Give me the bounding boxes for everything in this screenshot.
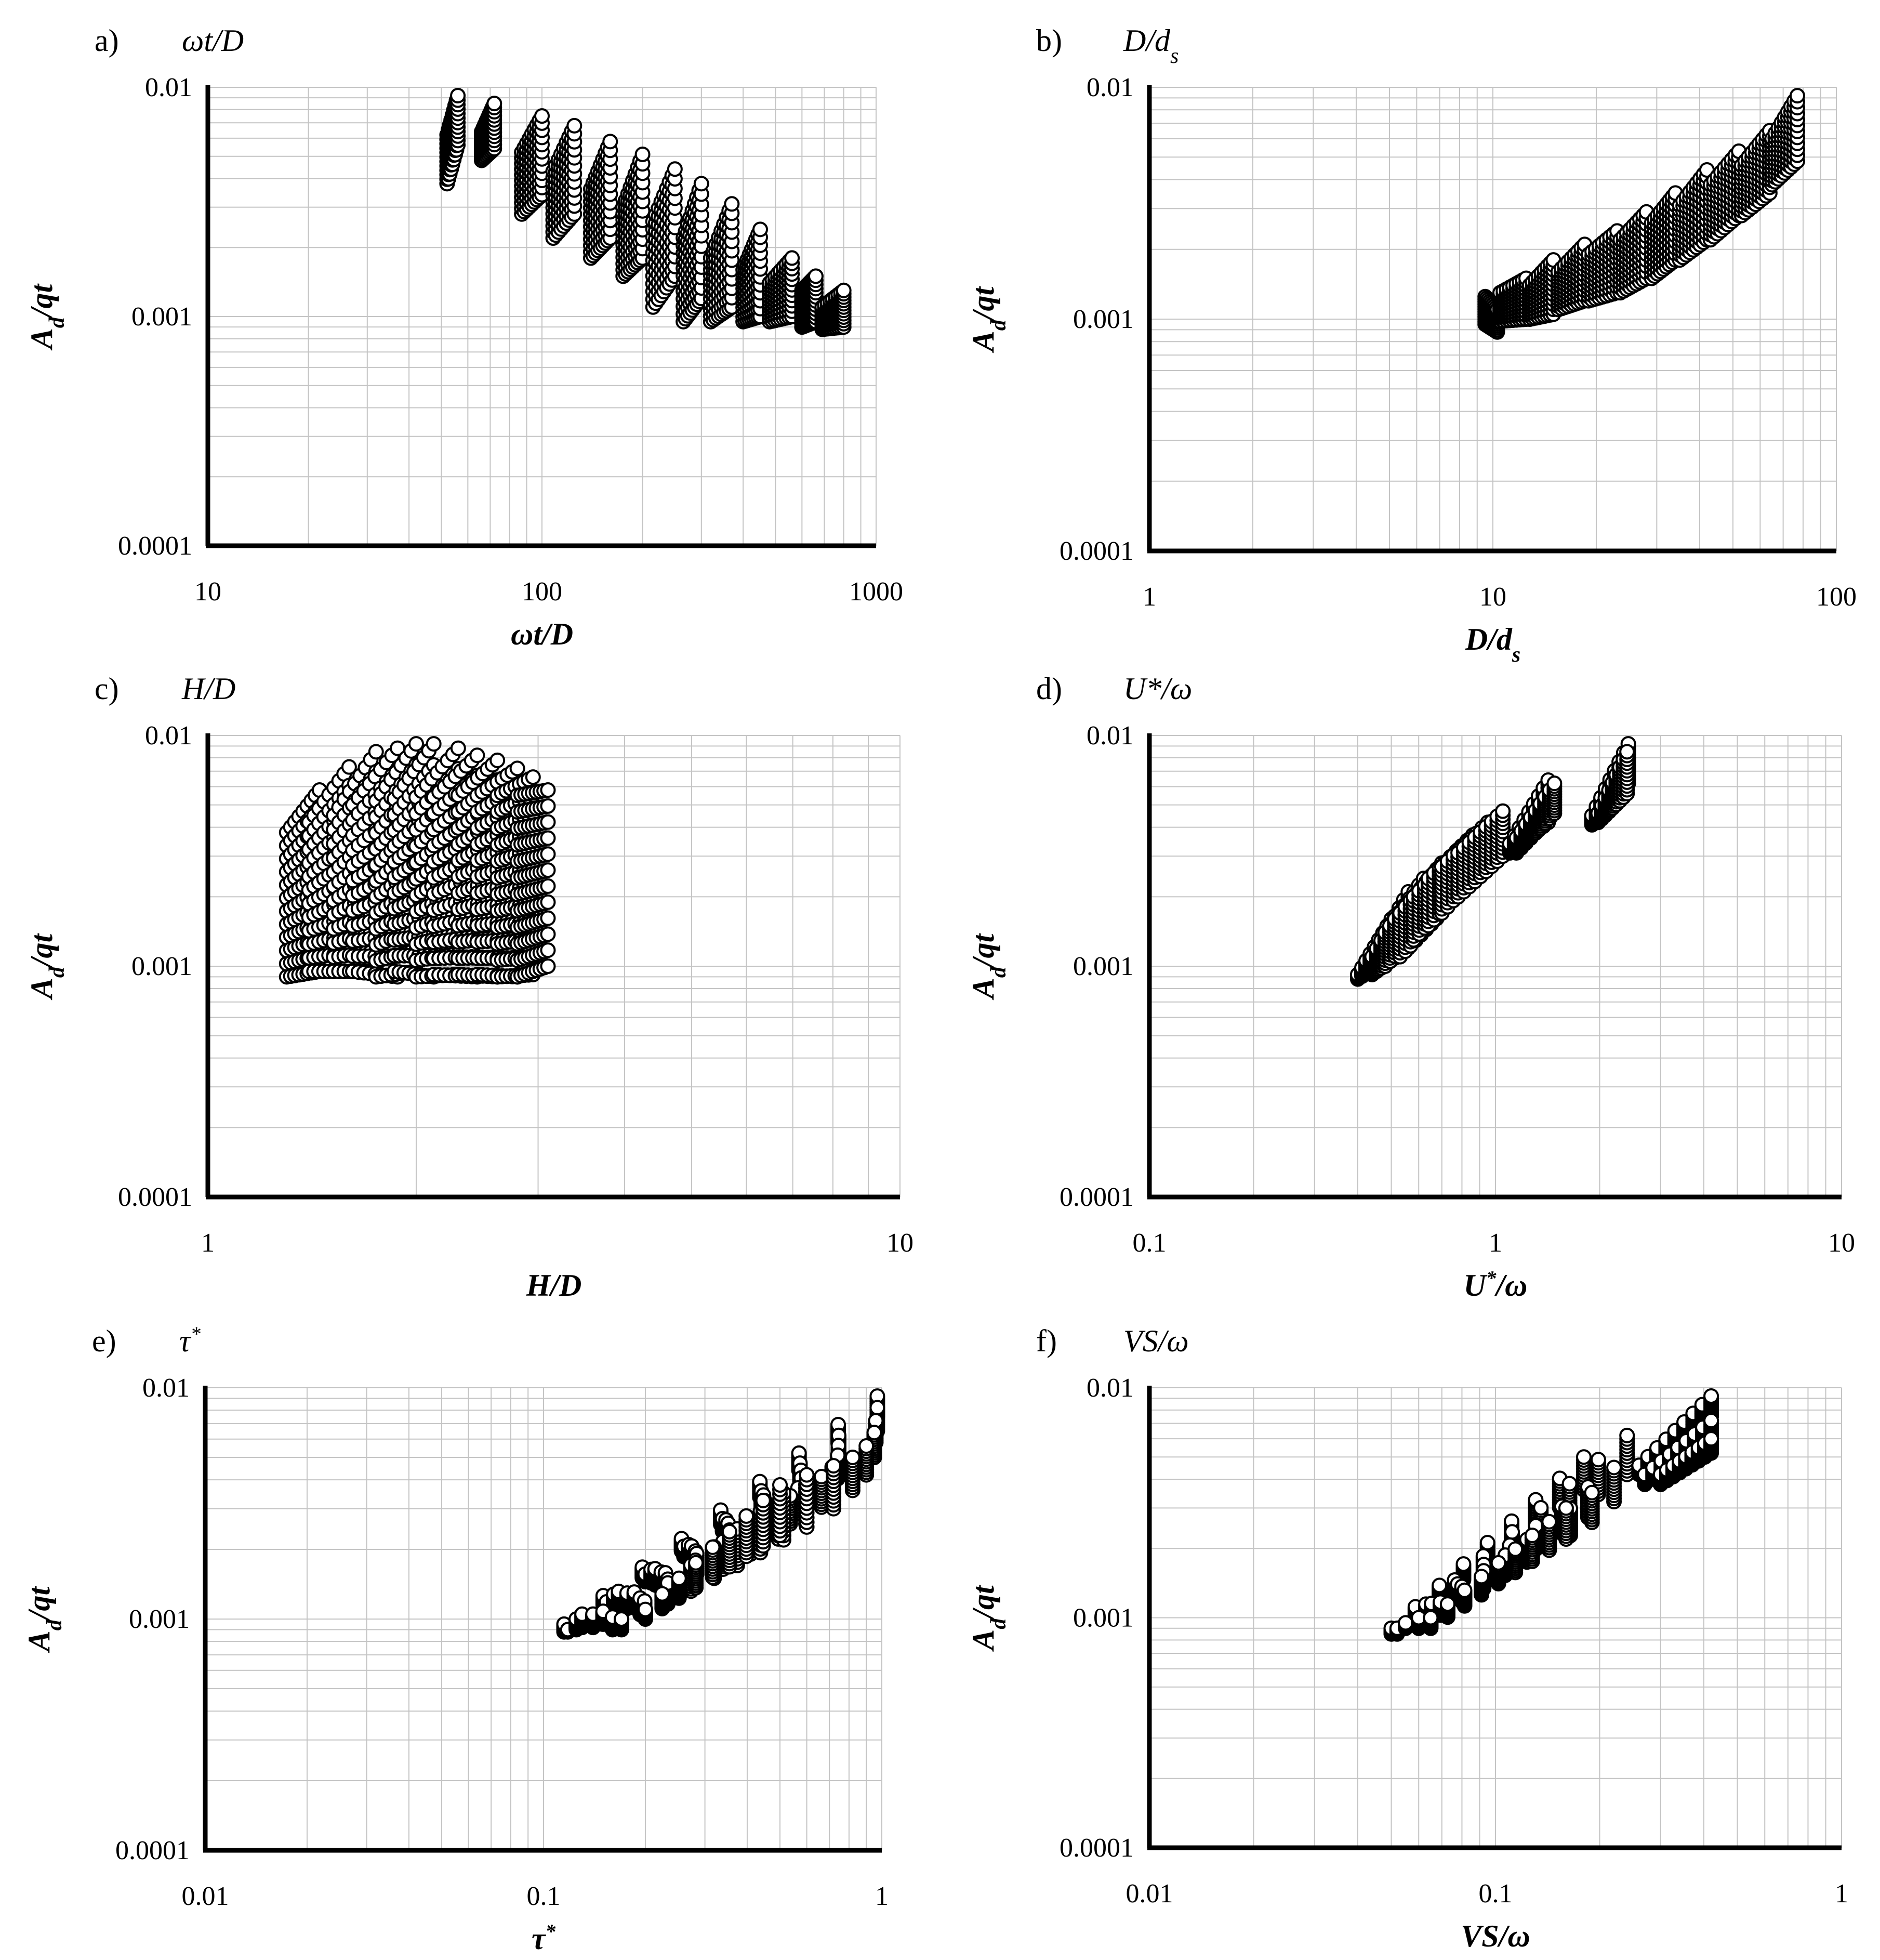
data-point xyxy=(368,744,384,760)
y-tick-label: 0.0001 xyxy=(118,1182,192,1212)
data-point xyxy=(540,958,556,974)
y-tick-label: 0.01 xyxy=(145,73,192,102)
y-tick-label: 0.01 xyxy=(145,721,192,751)
panel-c: 1 10 0.0001 0.001 0.01 c) H/D H/D Ad/qt xyxy=(24,672,913,1303)
data-point xyxy=(634,146,651,162)
data-point xyxy=(667,161,683,177)
data-point xyxy=(836,282,852,298)
x-tick-label: 10 xyxy=(1479,582,1506,612)
data-point xyxy=(489,752,506,768)
gridlines xyxy=(1149,735,1842,1197)
x-tick-label: 100 xyxy=(1816,582,1857,612)
data-point xyxy=(534,108,550,124)
data-point xyxy=(540,862,556,878)
x-tick-label: 1 xyxy=(1143,582,1156,612)
x-axis-title: D/ds xyxy=(1465,622,1520,667)
panel-letter: a) xyxy=(95,23,119,58)
data-point xyxy=(540,942,556,958)
data-point xyxy=(408,736,424,752)
data-point xyxy=(486,96,502,112)
y-tick-label: 0.001 xyxy=(131,952,192,981)
panel-a: 10 100 1000 0.0001 0.001 0.01 a) ωt/D ωt/D Ad/qt xyxy=(24,23,903,651)
y-tick-label: 0.01 xyxy=(1087,73,1134,102)
panel-letter: b) xyxy=(1036,23,1062,58)
data-point xyxy=(566,117,582,134)
y-tick-label: 0.001 xyxy=(1073,305,1134,334)
data-point xyxy=(540,846,556,862)
data-point xyxy=(509,760,525,777)
data-point xyxy=(450,740,466,756)
data-point xyxy=(540,814,556,830)
panel-b: 1 10 100 0.0001 0.001 0.01 b) D/ds D/ds Ad/qt xyxy=(966,23,1857,667)
data-point xyxy=(469,747,485,764)
data-points xyxy=(279,736,556,985)
data-point xyxy=(540,894,556,910)
data-points xyxy=(1349,736,1636,987)
data-point xyxy=(602,134,618,150)
data-point xyxy=(540,782,556,798)
y-axis-title: Ad/qt xyxy=(966,285,1011,353)
data-point xyxy=(807,268,824,284)
panel-title: D/ds xyxy=(1123,23,1179,68)
y-tick-label: 0.001 xyxy=(131,302,192,332)
panel-title: ωt/D xyxy=(182,23,244,58)
x-tick-label: 10 xyxy=(886,1228,913,1258)
y-axis-title: Ad/qt xyxy=(24,932,69,1001)
data-point xyxy=(1495,803,1511,819)
data-point xyxy=(540,878,556,894)
y-axis-title: Ad/qt xyxy=(24,283,69,351)
data-point xyxy=(724,196,740,212)
data-points xyxy=(1477,88,1805,340)
data-point xyxy=(540,830,556,846)
data-point xyxy=(1789,88,1805,104)
x-axis-title: H/D xyxy=(526,1268,582,1303)
data-point xyxy=(540,926,556,942)
data-point xyxy=(450,87,466,103)
data-point xyxy=(752,221,769,238)
y-tick-label: 0.0001 xyxy=(1060,536,1134,566)
y-tick-label: 0.0001 xyxy=(118,531,192,561)
data-point xyxy=(784,250,800,266)
panel-title: H/D xyxy=(181,672,235,706)
x-tick-label: 1000 xyxy=(849,577,903,607)
x-axis-title: ωt/D xyxy=(511,617,573,651)
data-point xyxy=(540,798,556,814)
data-point xyxy=(525,769,541,785)
data-point xyxy=(693,176,709,192)
panel-letter: c) xyxy=(95,672,119,706)
x-tick-label: 100 xyxy=(522,577,562,607)
x-tick-label: 10 xyxy=(194,577,221,607)
data-point xyxy=(426,736,442,752)
data-point xyxy=(540,910,556,926)
x-tick-label: 1 xyxy=(201,1228,215,1258)
data-points xyxy=(439,87,852,337)
